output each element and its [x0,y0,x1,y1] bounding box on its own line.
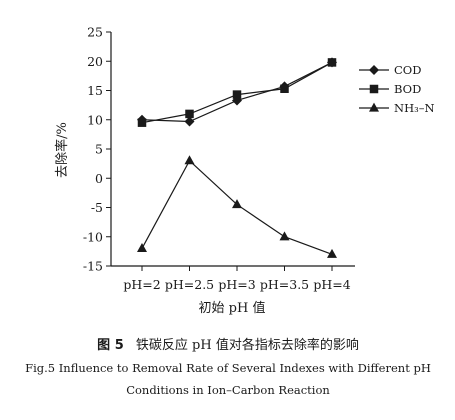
caption-en-line2: Conditions in Ion–Carbon Reaction [126,383,330,397]
y-tick-label: 15 [87,83,103,98]
legend: COD BOD NH₃–N [359,63,435,115]
legend-swatch-marker [369,102,379,112]
legend-swatch-marker [369,84,379,94]
data-point [137,243,147,253]
legend-item: COD [359,63,421,77]
legend-swatch-marker [369,65,379,75]
x-tick-label: pH=3 [218,277,255,292]
data-point [327,58,337,67]
y-tick-label: 20 [87,54,103,69]
x-tick-label: pH=4 [313,277,350,292]
legend-label: BOD [394,82,421,96]
caption: 图 5 铁碳反应 pH 值对各指标去除率的影响 Fig.5 Influence … [25,337,431,397]
caption-cn: 图 5 铁碳反应 pH 值对各指标去除率的影响 [97,337,359,353]
y-ticks: 25 20 15 10 5 0 -5 -10 -15 [83,25,111,274]
y-axis-title: 去除率/% [54,122,70,178]
caption-cn-prefix: 图 5 [97,338,124,353]
x-ticks: pH=2 pH=2.5 pH=3 pH=3.5 pH=4 [123,266,351,292]
x-tick-label: pH=2 [123,277,160,292]
y-tick-label: 10 [87,112,103,127]
legend-label: COD [394,63,421,77]
caption-en-line1: Fig.5 Influence to Removal Rate of Sever… [25,361,431,375]
series-layer [137,57,337,258]
y-tick-label: 0 [95,171,103,186]
caption-cn-text: 铁碳反应 pH 值对各指标去除率的影响 [136,337,359,353]
y-tick-label: -5 [91,200,103,215]
x-axis-title: 初始 pH 值 [199,300,266,316]
x-tick-label: pH=2.5 [165,277,214,292]
y-tick-label: 25 [87,25,103,40]
legend-item: NH₃–N [359,101,435,115]
y-tick-label: -15 [83,259,103,274]
data-point [327,248,337,258]
x-tick-label: pH=3.5 [260,277,309,292]
data-point [184,116,195,127]
y-tick-label: 5 [95,142,103,157]
data-point [232,199,242,209]
data-point [279,231,290,241]
series-3 [137,155,337,258]
data-point [280,84,289,93]
data-point [185,109,194,119]
data-point [232,90,242,99]
y-tick-label: -10 [83,229,103,244]
data-point [137,118,147,127]
series-2 [137,58,337,127]
legend-item: BOD [359,82,421,96]
data-point [184,155,195,165]
legend-label: NH₃–N [394,101,435,115]
